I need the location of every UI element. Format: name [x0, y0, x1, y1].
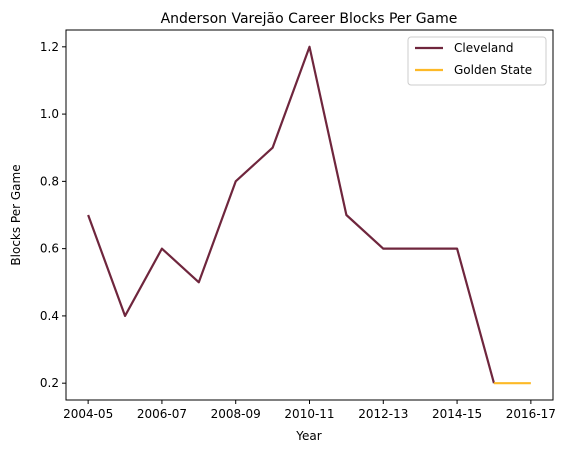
chart-title: Anderson Varejão Career Blocks Per Game [161, 11, 458, 27]
legend-label: Golden State [454, 63, 532, 77]
x-tick-label: 2010-11 [284, 407, 334, 421]
x-tick-label: 2006-07 [137, 407, 187, 421]
y-tick-label: 0.8 [40, 174, 59, 188]
x-tick-label: 2004-05 [63, 407, 113, 421]
y-tick-label: 1.2 [40, 40, 59, 54]
y-tick-label: 0.6 [40, 242, 59, 256]
y-tick-label: 0.4 [40, 309, 59, 323]
y-axis: 0.2 0.4 0.6 0.8 1.0 1.2 [40, 40, 66, 390]
x-tick-label: 2014-15 [432, 407, 482, 421]
y-tick-label: 0.2 [40, 376, 59, 390]
x-tick-label: 2012-13 [358, 407, 408, 421]
x-tick-label: 2016-17 [506, 407, 556, 421]
y-tick-label: 1.0 [40, 107, 59, 121]
series-line-cleveland [87, 45, 496, 384]
x-axis-title: Year [295, 429, 321, 443]
y-axis-title: Blocks Per Game [9, 164, 23, 265]
series-lines [87, 45, 531, 385]
x-axis: 2004-05 2006-07 2008-09 2010-11 2012-13 2014-… [63, 400, 556, 421]
legend: Cleveland Golden State [407, 36, 547, 86]
x-tick-label: 2008-09 [211, 407, 261, 421]
legend-label: Cleveland [454, 41, 514, 55]
